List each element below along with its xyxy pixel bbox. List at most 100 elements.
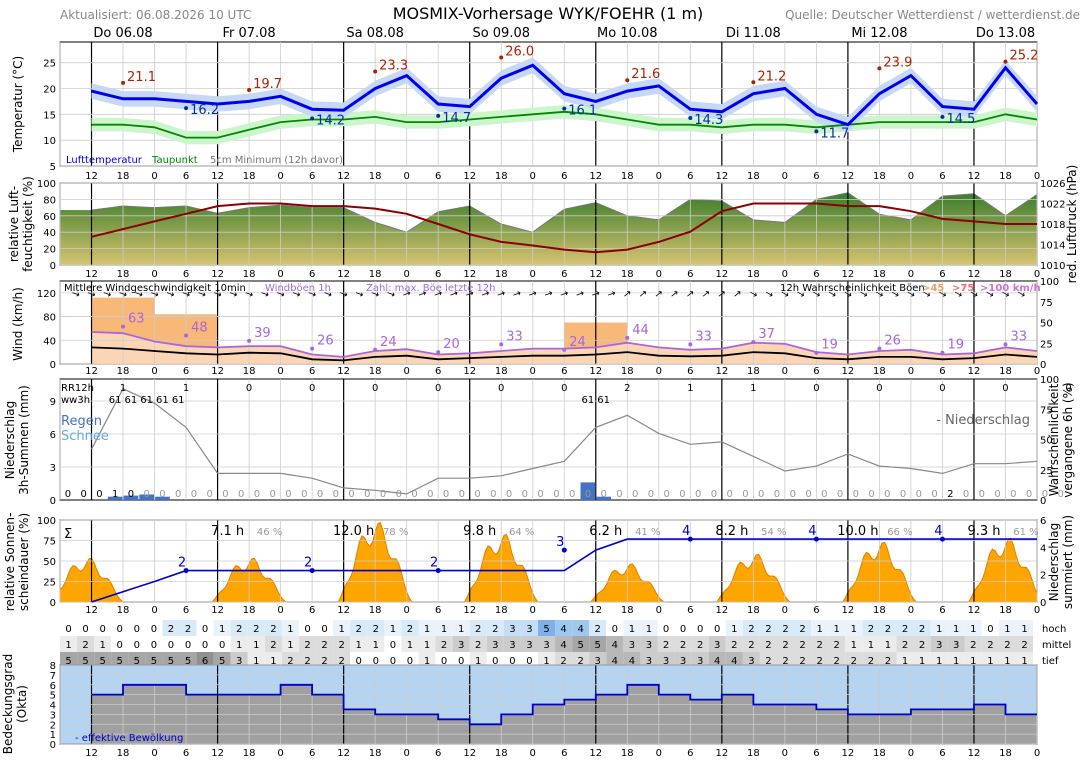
- cloud-layer-value: 2: [748, 624, 754, 635]
- cloud-layer-value: 1: [1004, 656, 1010, 667]
- cloud-layer-cell: [298, 652, 317, 668]
- cloud-layer-cell: [759, 620, 777, 636]
- cloud-ylabel-line: (Okta): [15, 685, 29, 723]
- cloud-layer-value: 0: [151, 640, 157, 651]
- hour-tick-label: 12: [715, 605, 728, 616]
- hour-tick-label: 6: [687, 171, 693, 182]
- precip-amount-label: 0: [285, 489, 291, 500]
- hour-tick-label: 0: [403, 269, 409, 280]
- cloud-layer-cell: [350, 636, 368, 652]
- hour-tick-label: 6: [183, 748, 189, 759]
- wind-direction-arrow: →: [496, 288, 508, 301]
- hour-tick-label: 0: [277, 605, 283, 616]
- cloud-layer-value: 1: [219, 624, 225, 635]
- cloud-layer-cell: [964, 652, 982, 668]
- hour-tick-label: 12: [968, 748, 981, 759]
- sun-ytick-label: 75: [43, 537, 56, 548]
- cloud-layer-value: 2: [1021, 640, 1027, 651]
- hour-tick-label: 0: [530, 269, 536, 280]
- precip-cumulative-label: 2: [430, 556, 438, 571]
- cloud-layer-cell: [862, 620, 880, 636]
- precip-amount-label: 0: [1057, 489, 1063, 500]
- cloud-cover-bar: [910, 709, 943, 744]
- cloud-ytick-label: 4: [50, 701, 56, 712]
- cloud-layer-cell: [316, 652, 334, 668]
- hour-tick-label: 18: [117, 748, 130, 759]
- hour-tick-label: 6: [687, 269, 693, 280]
- precip-bar: [596, 496, 612, 500]
- cloud-layer-value: 1: [99, 640, 105, 651]
- cloud-layer-cell: [298, 636, 317, 652]
- cloud-layer-cell: [162, 636, 180, 652]
- cloud-layer-cell: [333, 652, 351, 668]
- temp-ylabel-line: Temperatur (°C): [11, 56, 25, 153]
- precip-prob-ylabel-line: vergangene 6h (%): [1061, 382, 1075, 497]
- cloud-layer-cell: [94, 636, 112, 652]
- hour-tick-label: 12: [85, 366, 98, 377]
- cloud-layer-value: 3: [748, 656, 754, 667]
- cloud-layer-value: 2: [304, 656, 310, 667]
- cloud-ytick-label: 2: [50, 720, 56, 731]
- tmin-label: 16.1: [568, 104, 597, 119]
- hour-tick-label: 18: [117, 269, 130, 280]
- precip-amount-label: 0: [65, 489, 71, 500]
- day-label: Di 11.08: [726, 26, 781, 41]
- cloud-layer-cell: [60, 652, 78, 668]
- sun-daily-hours: 9.3 h: [967, 524, 1000, 539]
- cloud-layer-cell: [520, 620, 538, 636]
- sun-daily-hours: 8.2 h: [715, 524, 748, 539]
- cloud-layer-value: 0: [202, 624, 208, 635]
- precip-cumulative-label: 2: [178, 556, 186, 571]
- sun-daily-percent: 66 %: [887, 527, 912, 538]
- legend-gust-45: >45: [922, 283, 944, 294]
- precip-amount-label: 2: [947, 489, 953, 500]
- hour-tick-label: 18: [621, 605, 634, 616]
- precip-ytick-label: 6: [50, 430, 56, 441]
- precip-amount-label: 0: [648, 489, 654, 500]
- precip-bar: [155, 496, 170, 500]
- cloud-layer-value: 0: [82, 624, 88, 635]
- sun-daily-percent: 78 %: [383, 527, 408, 538]
- wind-direction-arrow: →: [480, 288, 492, 301]
- hour-tick-label: 12: [842, 748, 855, 759]
- cloud-layer-value: 1: [987, 656, 993, 667]
- precip-ylabel: Niederschlag 3h-Summen (mm): [3, 385, 31, 495]
- cloud-layer-cell: [435, 636, 453, 652]
- cloud-layer-cell: [725, 620, 743, 636]
- gust-max-label: 44: [632, 323, 649, 338]
- cloud-layer-cell: [196, 620, 214, 636]
- precip-prob-ylabel-line: Wahrscheinlichkeit: [1047, 383, 1061, 496]
- ww3h-value: 61: [156, 395, 169, 406]
- hour-tick-label: 6: [183, 605, 189, 616]
- hour-tick-label: 18: [621, 171, 634, 182]
- precip-amount-label: 0: [490, 489, 496, 500]
- cloud-layer-cell: [589, 636, 607, 652]
- cloud-layer-value: 1: [851, 640, 857, 651]
- tmin-point: [436, 113, 441, 118]
- hour-tick-label: 12: [842, 269, 855, 280]
- precip-cumulative-label: 4: [934, 524, 942, 539]
- gust-max-point: [184, 333, 189, 338]
- cloud-layer-value: 0: [526, 656, 532, 667]
- cloud-layer-value: 1: [424, 656, 430, 667]
- hour-tick-label: 0: [908, 269, 914, 280]
- precip-cumulative-point: [561, 547, 567, 553]
- cloud-layer-value: 2: [168, 624, 174, 635]
- hour-tick-label: 0: [656, 748, 662, 759]
- cloud-layer-name: tief: [1042, 656, 1059, 667]
- cloud-layer-value: 3: [509, 624, 515, 635]
- legend-dewpoint: Taupunkt: [151, 155, 198, 166]
- hour-tick-label: 12: [715, 748, 728, 759]
- wind-prob-ytick-label: 0: [1040, 360, 1046, 371]
- cloud-layer-cell: [469, 620, 487, 636]
- cloud-layer-value: 0: [356, 656, 362, 667]
- cloud-layer-value: 1: [1021, 656, 1027, 667]
- gust-max-label: 63: [128, 312, 145, 327]
- cloud-cover-bar: [816, 709, 848, 744]
- wind-prob-ytick-label: 100: [1040, 277, 1059, 288]
- tmin-point: [184, 106, 189, 111]
- wind-direction-arrow: →: [543, 288, 555, 301]
- cloud-layer-cell: [589, 620, 607, 636]
- hour-tick-label: 18: [117, 366, 130, 377]
- hour-tick-label: 0: [782, 171, 788, 182]
